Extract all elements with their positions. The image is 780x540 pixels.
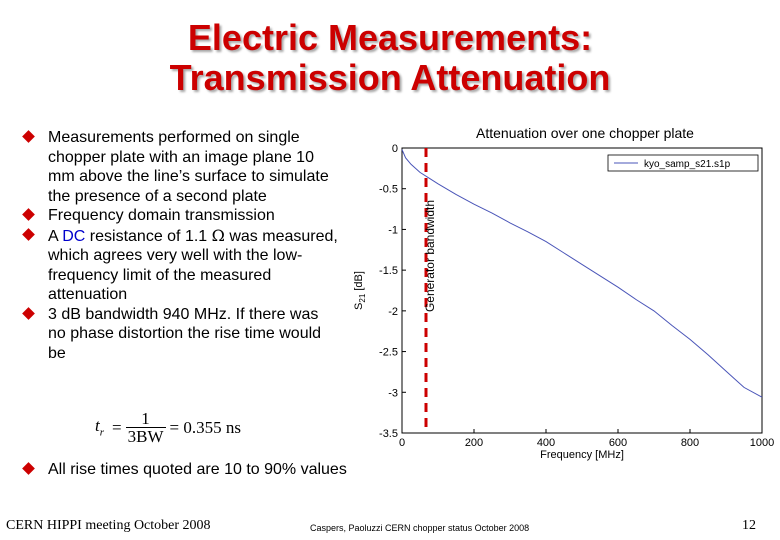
plot-frame — [401, 147, 763, 434]
dc-suffix: was measured, which agrees very well wit… — [48, 227, 338, 304]
x-axis-label: Frequency [MHz] — [540, 449, 624, 461]
slide-title: Electric Measurements: Transmission Atte… — [0, 18, 780, 98]
bullet-list: Measurements performed on single chopper… — [22, 128, 340, 363]
bullet-diamond-icon — [22, 306, 35, 320]
y-tick-label: -2.5 — [379, 347, 398, 359]
y-tick-label: -0.5 — [379, 184, 398, 196]
y-tick-label: -1.5 — [379, 265, 398, 277]
bullet-text: Frequency domain transmission — [48, 207, 275, 224]
y-tick-label: 0 — [392, 143, 398, 155]
x-tick-label: 600 — [609, 437, 627, 449]
bullet-item-bottom: All rise times quoted are 10 to 90% valu… — [22, 460, 378, 480]
bullet-text: Measurements performed on single chopper… — [48, 129, 329, 205]
x-axis-ticks: 0 200 400 600 800 1000 — [399, 429, 774, 449]
formula-rhs: = 0.355 ns — [169, 417, 241, 437]
generator-bandwidth-label: Generator bandwidth — [423, 200, 437, 312]
y-axis-label-main: S — [353, 303, 365, 310]
rise-time-formula: tr = 1 = 0.355 ns 3BW — [95, 410, 241, 445]
legend-entry: kyo_samp_s21.s1p — [644, 159, 731, 170]
y-tick-label: -3 — [388, 387, 398, 399]
dc-highlight: DC — [62, 227, 86, 245]
footer-authors: Caspers, Paoluzzi CERN chopper status Oc… — [310, 523, 530, 533]
bullet-item: A DC resistance of 1.1 Ω was measured, w… — [22, 226, 340, 305]
bullet-item: Measurements performed on single chopper… — [22, 128, 340, 206]
legend-box — [607, 154, 759, 172]
formula-numerator: 1 — [125, 410, 166, 428]
dc-middle: resistance of 1.1 — [85, 227, 212, 245]
y-axis-label: S21 [dB] — [353, 271, 367, 310]
bullet-diamond-icon — [22, 227, 35, 241]
series-line-kyo-samp-s21 — [401, 149, 763, 398]
page-number: 12 — [742, 518, 756, 533]
bullet-text-dc: A DC resistance of 1.1 Ω was measured, w… — [48, 225, 338, 304]
title-line-2: Transmission Attenuation — [169, 57, 611, 98]
bullet-diamond-icon — [22, 462, 35, 475]
attenuation-chart: Attenuation over one chopper plate 0 -0.5… — [353, 125, 774, 461]
title-line-1: Electric Measurements: — [187, 17, 593, 58]
bullet-text: 3 dB bandwidth 940 MHz. If there was no … — [48, 305, 322, 362]
formula-denominator: 3BW — [127, 427, 164, 446]
bullet-diamond-icon — [22, 130, 35, 143]
y-tick-label: -1 — [388, 224, 398, 236]
bullet-diamond-icon — [22, 208, 35, 221]
y-axis-ticks: 0 -0.5 -1 -1.5 -2 -2.5 -3 -3.5 — [379, 143, 406, 440]
y-axis-label-sub: 21 — [358, 293, 367, 302]
chart-title: Attenuation over one chopper plate — [476, 125, 694, 141]
x-tick-label: 200 — [465, 437, 483, 449]
x-tick-label: 0 — [399, 437, 405, 449]
y-axis-label-unit: [dB] — [353, 271, 365, 294]
x-tick-label: 800 — [681, 437, 699, 449]
x-tick-label: 1000 — [750, 437, 774, 449]
formula-lhs: t — [95, 416, 100, 436]
dc-prefix: A — [48, 227, 63, 245]
footer-meeting: CERN HIPPI meeting October 2008 — [6, 518, 211, 533]
bullet-item: Frequency domain transmission — [22, 206, 340, 226]
formula-equals: = — [112, 417, 122, 437]
bullet-item: 3 dB bandwidth 940 MHz. If there was no … — [22, 305, 340, 364]
chart-legend: kyo_samp_s21.s1p — [607, 154, 759, 172]
formula-sub: r — [99, 426, 105, 439]
x-tick-label: 400 — [537, 437, 555, 449]
y-tick-label: -2 — [388, 306, 398, 318]
bullet-text: All rise times quoted are 10 to 90% valu… — [48, 461, 347, 478]
y-tick-label: -3.5 — [379, 428, 398, 440]
omega-symbol: Ω — [211, 225, 225, 245]
